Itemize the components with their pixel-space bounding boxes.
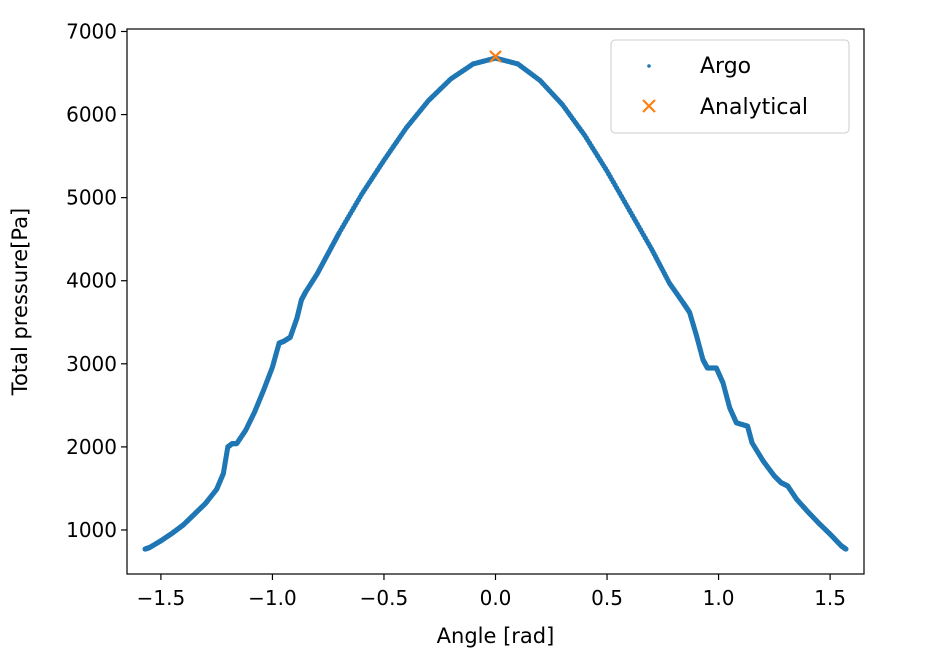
x-tick-label: 1.0 — [703, 586, 735, 610]
y-tick-label: 3000 — [66, 352, 117, 376]
x-tick-label: 0.5 — [591, 586, 623, 610]
y-axis: 1000 2000 3000 4000 5000 6000 7000 — [66, 19, 127, 542]
x-axis: −1.5 −1.0 −0.5 0.0 0.5 1.0 1.5 — [137, 574, 846, 610]
x-tick-label: −0.5 — [360, 586, 409, 610]
legend-label-argo: Argo — [700, 54, 751, 79]
legend-marker-analytical — [642, 99, 656, 113]
legend: Argo Analytical — [610, 39, 850, 134]
y-tick-label: 5000 — [66, 186, 117, 210]
legend-box — [610, 39, 850, 134]
x-axis-label: Angle [rad] — [437, 624, 555, 648]
y-axis-label: Total pressure[Pa] — [8, 208, 32, 396]
x-tick-label: 1.5 — [814, 586, 846, 610]
data-point-argo — [843, 546, 849, 552]
legend-marker-argo — [647, 64, 651, 68]
series-layer — [142, 50, 849, 552]
data-point-analytical — [489, 50, 502, 63]
x-tick-label: −1.5 — [137, 586, 186, 610]
y-tick-label: 7000 — [66, 19, 117, 43]
legend-label-analytical: Analytical — [700, 95, 808, 120]
y-tick-label: 1000 — [66, 518, 117, 542]
x-tick-label: −1.0 — [248, 586, 297, 610]
y-tick-label: 6000 — [66, 103, 117, 127]
x-tick-label: 0.0 — [480, 586, 512, 610]
y-tick-label: 4000 — [66, 269, 117, 293]
y-tick-label: 2000 — [66, 435, 117, 459]
